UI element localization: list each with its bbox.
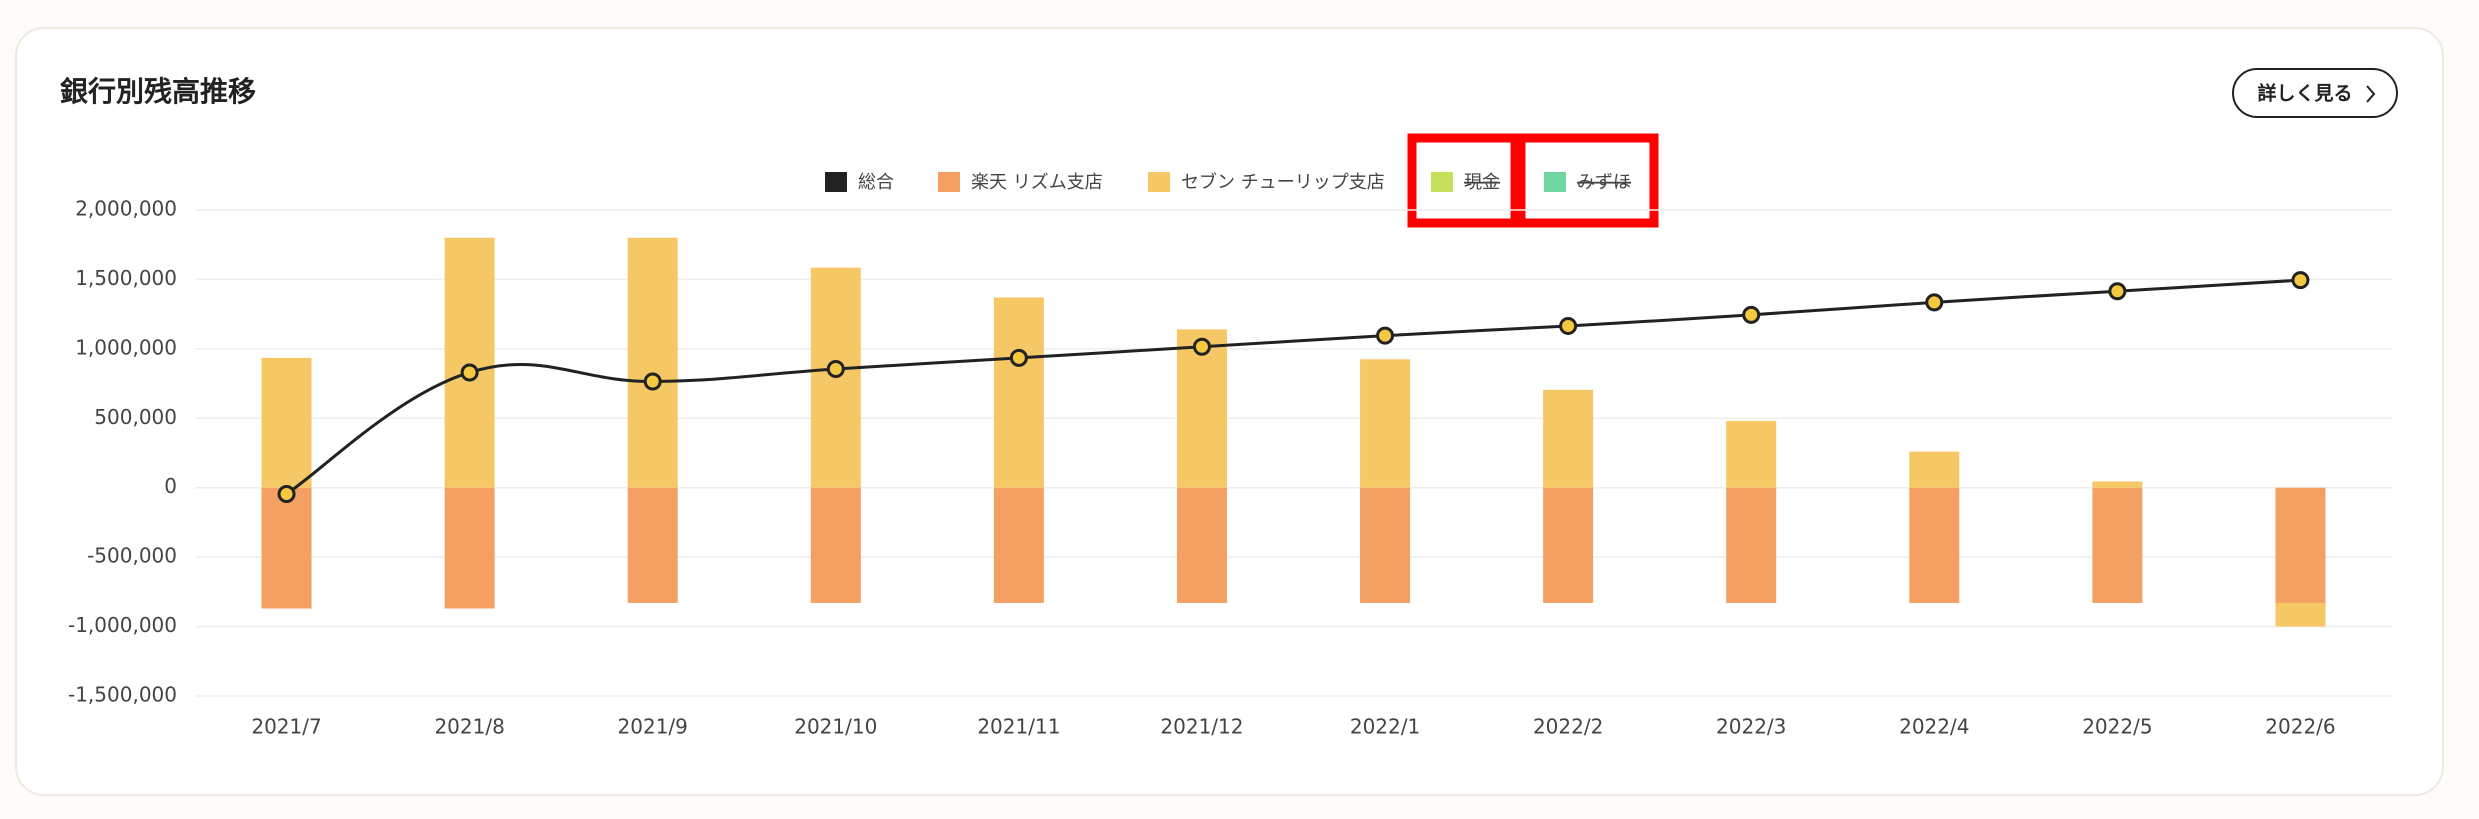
bar xyxy=(2092,487,2143,603)
bar xyxy=(2275,602,2326,627)
point xyxy=(2108,282,2127,301)
bar xyxy=(1909,451,1960,488)
bar xyxy=(1726,421,1777,488)
legend-swatch xyxy=(1148,172,1170,192)
title: 銀行別残高推移 xyxy=(60,75,256,108)
bar xyxy=(993,297,1044,488)
y-tick-label: 2,000,000 xyxy=(75,197,177,221)
detail-button-label[interactable]: 詳しく見る xyxy=(2257,82,2352,105)
x-tick-label: 2021/9 xyxy=(618,715,688,739)
bar xyxy=(627,237,678,488)
x-tick-label: 2021/7 xyxy=(251,715,321,739)
bar xyxy=(2092,481,2143,488)
chevron xyxy=(2366,85,2376,103)
highlight-box xyxy=(1407,133,1520,228)
highlight-box xyxy=(1516,133,1659,228)
point xyxy=(643,372,662,391)
bar xyxy=(444,487,495,609)
y-tick-label: -500,000 xyxy=(87,544,177,568)
legend-label[interactable]: 総合 xyxy=(858,172,894,193)
x-tick-label: 2021/10 xyxy=(794,715,877,739)
legend-swatch xyxy=(938,172,960,192)
bar xyxy=(810,487,861,603)
x-tick-label: 2021/8 xyxy=(434,715,504,739)
bar xyxy=(2275,487,2326,603)
legend-label[interactable]: みずほ xyxy=(1577,172,1631,193)
bar xyxy=(1360,359,1411,488)
bar xyxy=(1543,389,1594,488)
x-tick-label: 2022/4 xyxy=(1899,715,1969,739)
point xyxy=(2291,271,2310,290)
y-tick-label: 500,000 xyxy=(94,405,177,429)
y-tick-label: -1,500,000 xyxy=(68,683,177,707)
bar xyxy=(444,237,495,488)
legend-swatch xyxy=(825,172,847,192)
bar xyxy=(1176,329,1227,488)
bar xyxy=(993,487,1044,603)
bar xyxy=(261,357,312,488)
bar xyxy=(1176,487,1227,603)
x-tick-label: 2021/12 xyxy=(1160,715,1243,739)
y-tick-label: 1,000,000 xyxy=(75,335,177,359)
x-tick-label: 2022/2 xyxy=(1533,715,1603,739)
bar xyxy=(627,487,678,603)
x-tick-label: 2022/5 xyxy=(2082,715,2152,739)
detail-button[interactable] xyxy=(2232,68,2398,118)
y-tick-label: 1,500,000 xyxy=(75,266,177,290)
x-tick-label: 2022/6 xyxy=(2265,715,2335,739)
point xyxy=(1009,348,1028,367)
line xyxy=(285,278,2301,496)
legend-label[interactable]: 現金 xyxy=(1464,172,1500,193)
x-tick-label: 2022/3 xyxy=(1716,715,1786,739)
y-tick-label: 0 xyxy=(164,474,177,498)
bar xyxy=(1360,487,1411,603)
legend-label[interactable]: セブン チューリップ支店 xyxy=(1181,171,1385,193)
point xyxy=(277,484,296,503)
bar xyxy=(1909,487,1960,603)
point xyxy=(1376,326,1395,345)
y-tick-label: -1,000,000 xyxy=(68,613,177,637)
legend-label[interactable]: 楽天 リズム支店 xyxy=(971,172,1103,193)
legend-swatch xyxy=(1431,172,1453,192)
point xyxy=(1559,316,1578,335)
x-tick-label: 2021/11 xyxy=(977,715,1060,739)
point xyxy=(460,363,479,382)
legend-swatch xyxy=(1544,172,1566,192)
card xyxy=(15,27,2444,796)
point xyxy=(1925,293,1944,312)
bar xyxy=(1726,487,1777,603)
bar xyxy=(1543,487,1594,603)
bar xyxy=(261,487,312,609)
point xyxy=(826,359,845,378)
point xyxy=(1192,337,1211,356)
point xyxy=(1742,305,1761,324)
x-tick-label: 2022/1 xyxy=(1350,715,1420,739)
